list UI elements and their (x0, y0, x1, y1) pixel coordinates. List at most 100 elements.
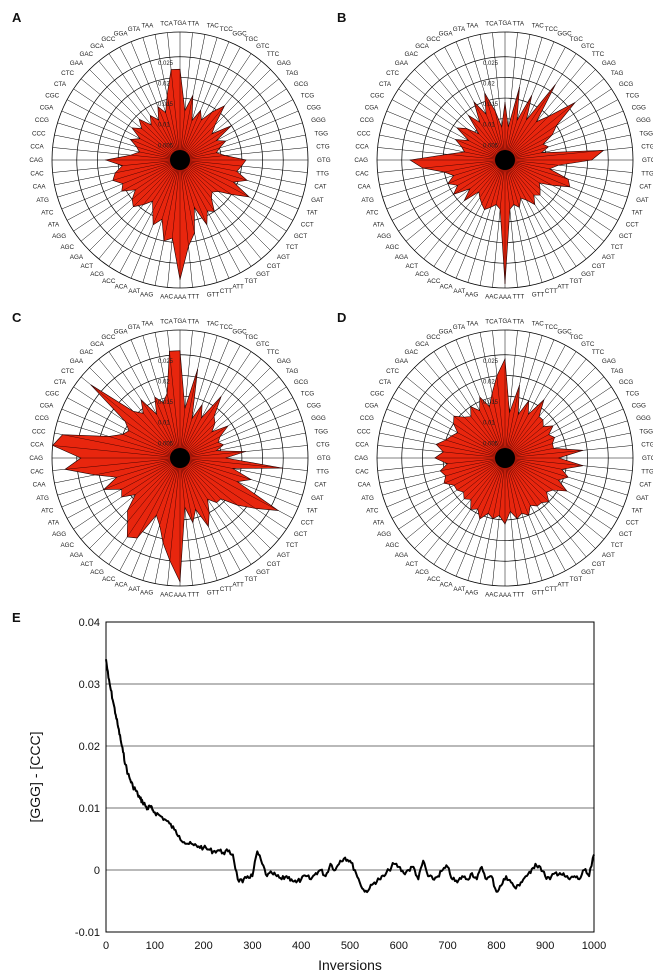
codon-label: ACG (90, 271, 104, 278)
codon-label: CGC (370, 92, 384, 99)
codon-label: CTC (61, 70, 74, 77)
codon-label: TTG (641, 468, 653, 475)
radar-inner-spoke (504, 450, 584, 459)
codon-label: TAC (532, 321, 545, 328)
codon-label: TGA (499, 318, 513, 325)
codon-label: GCT (619, 531, 632, 538)
codon-label: CTG (316, 144, 329, 151)
codon-label: TGC (570, 334, 584, 341)
x-tick-label: 200 (194, 940, 212, 952)
radar-inner-spoke (121, 457, 181, 498)
codon-label: TTG (316, 170, 329, 177)
codon-label: CCA (30, 144, 44, 151)
codon-label: AGA (70, 254, 84, 261)
codon-label: GAG (602, 60, 616, 67)
radar-inner-spoke (504, 84, 556, 161)
codon-label: GCG (619, 379, 633, 386)
codon-label: CCA (30, 442, 44, 449)
radar-ring-label: 0.015 (483, 400, 499, 406)
codon-label: TTG (316, 468, 329, 475)
codon-label: TGC (245, 334, 259, 341)
codon-label: GTG (317, 157, 331, 164)
radar-ring-label: 0.015 (158, 400, 174, 406)
codon-label: TTC (267, 349, 280, 356)
codon-label: CGT (592, 263, 605, 270)
radar-inner-spoke (443, 457, 506, 484)
radar-ring-label: 0.005 (483, 441, 499, 447)
codon-label: CAG (354, 455, 368, 462)
codon-label: GTG (317, 455, 331, 462)
codon-label: TTG (641, 170, 653, 177)
codon-label: TCA (485, 319, 498, 326)
codon-label: ATT (557, 582, 569, 589)
radar-ring-label: 0.01 (483, 123, 495, 129)
codon-label: TAA (142, 23, 155, 30)
radar-inner-spoke (436, 444, 506, 459)
codon-label: GAC (404, 51, 418, 58)
radar-inner-spoke (453, 423, 506, 459)
codon-label: GAT (636, 495, 649, 502)
codon-label: AGT (602, 254, 615, 261)
codon-label: AGC (385, 542, 399, 549)
radar-inner-spoke (162, 457, 181, 544)
codon-label: CCA (355, 144, 369, 151)
codon-label: AAG (465, 589, 478, 596)
radar-ring-label: 0.025 (158, 61, 174, 67)
codon-label: CGC (45, 92, 59, 99)
codon-label: ACT (80, 561, 93, 568)
radar-inner-spoke (136, 457, 181, 539)
radar-inner-spoke (94, 457, 181, 476)
radar-inner-spoke (504, 102, 576, 161)
codon-label: CAG (29, 455, 43, 462)
codon-label: GTG (642, 157, 653, 164)
codon-label: ATC (41, 507, 54, 514)
codon-label: GTA (128, 324, 141, 331)
codon-label: CTC (386, 368, 399, 375)
codon-label: AAG (140, 291, 153, 298)
radar-area-b (409, 84, 605, 284)
radar-inner-spoke (504, 457, 568, 492)
radar-inner-spoke (90, 384, 181, 459)
codon-label: CAG (29, 157, 43, 164)
codon-label: ACC (427, 576, 441, 583)
radar-inner-spoke (179, 125, 232, 161)
codon-label: GAC (79, 51, 93, 58)
codon-label: AAG (465, 291, 478, 298)
codon-label: CTG (316, 442, 329, 449)
codon-label: TGG (639, 428, 653, 435)
codon-label: TTT (513, 591, 525, 598)
codon-label: CAA (358, 482, 372, 489)
y-tick-label: 0.03 (79, 679, 100, 691)
radar-inner-spoke (156, 457, 181, 516)
codon-label: AAT (453, 586, 465, 593)
codon-label: ATA (48, 222, 60, 229)
codon-label: GAT (311, 197, 324, 204)
codon-label: ATC (366, 209, 379, 216)
radar-inner-spoke (179, 159, 208, 225)
codon-label: TAT (307, 507, 318, 514)
radar-inner-spoke (444, 159, 506, 173)
codon-label: CGA (365, 105, 379, 112)
radar-inner-spoke (127, 457, 181, 511)
codon-label: TCA (485, 21, 498, 28)
radar-inner-spoke (470, 457, 506, 510)
codon-label: GAA (395, 358, 409, 365)
codon-label: GGA (114, 30, 129, 37)
radar-inner-spoke (504, 385, 520, 459)
radar-inner-spoke (52, 445, 181, 459)
radar-inner-spoke (103, 457, 181, 490)
radar-inner-spoke (179, 368, 198, 459)
codon-label: TAT (632, 209, 643, 216)
codon-label: AAT (453, 288, 465, 295)
codon-label: AGA (395, 552, 409, 559)
codon-label: TAC (207, 321, 220, 328)
codon-label: AGC (385, 244, 399, 251)
radar-inner-spoke (179, 457, 283, 469)
radar-inner-spoke (504, 116, 549, 161)
codon-label: GTC (581, 43, 595, 50)
codon-label: GAA (70, 358, 84, 365)
codon-label: TTT (188, 293, 200, 300)
codon-label: TCG (301, 92, 314, 99)
